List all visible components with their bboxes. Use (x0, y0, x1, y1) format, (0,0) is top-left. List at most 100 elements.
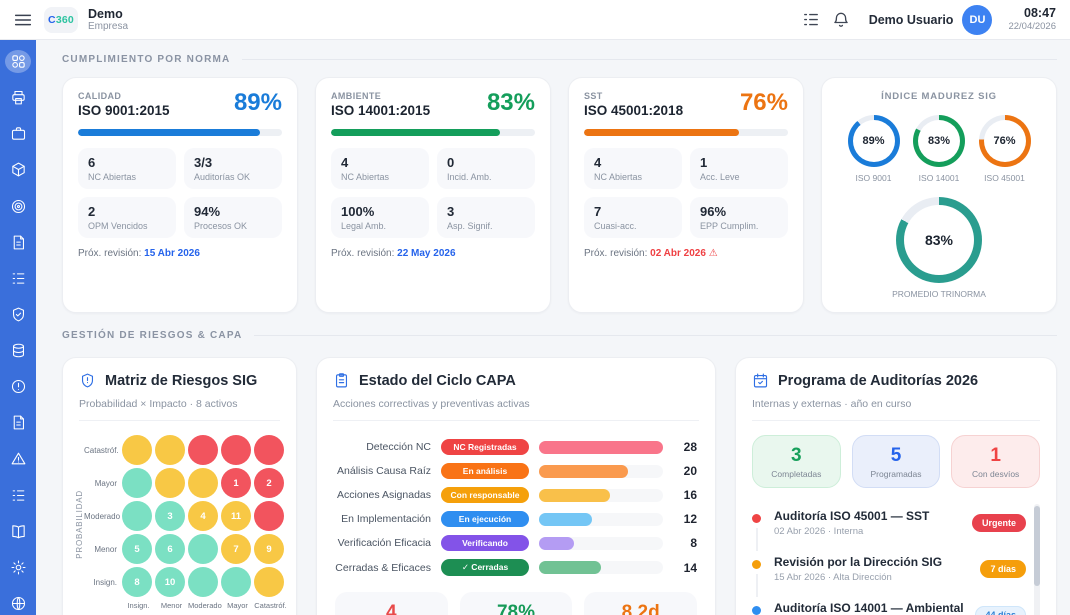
stat-label: OPM Vencidos (88, 221, 148, 231)
average-ring: 83% (896, 197, 982, 283)
sidebar-item-documents[interactable] (5, 231, 31, 254)
sidebar-item-briefcase[interactable] (5, 122, 31, 145)
matrix-cell (188, 567, 218, 597)
section-title: GESTIÓN DE RIESGOS & CAPA (62, 330, 243, 341)
stat-value: 100% (341, 204, 375, 219)
database-icon (10, 342, 27, 359)
compliance-icon (10, 306, 27, 323)
sidebar-item-objectives[interactable] (5, 195, 31, 218)
matrix-cell: 3 (155, 501, 185, 531)
capa-stat-value: 8.2d (621, 602, 660, 615)
sidebar-item-audits[interactable] (5, 484, 31, 507)
capa-stage-label: Verificación Eficacia (337, 537, 431, 549)
review-date-link[interactable]: 02 Abr 2026 ⚠ (650, 248, 718, 259)
norm-standard: ISO 45001:2018 (584, 103, 684, 118)
sidebar-item-compliance[interactable] (5, 303, 31, 326)
audit-list-item[interactable]: Auditoría ISO 14001 — Ambiental22 May 20… (752, 592, 1026, 615)
stat-value: 0 (447, 155, 455, 170)
timeline-line (755, 528, 758, 551)
capa-stage-label: Análisis Causa Raíz (337, 465, 431, 477)
scrollbar-thumb[interactable] (1034, 506, 1040, 586)
norm-percent: 89% (233, 89, 282, 116)
sidebar-item-organization[interactable] (5, 86, 31, 109)
capa-row: Detección NC NC Registradas 28 (335, 439, 697, 455)
stat-tile: 1 Acc. Leve (690, 148, 788, 189)
matrix-cell (254, 435, 284, 465)
ring-label: ISO 9001 (855, 173, 892, 183)
stat-tile: 2 OPM Vencidos (78, 197, 176, 238)
audits-icon (10, 487, 27, 504)
sidebar-item-web[interactable] (5, 592, 31, 615)
capa-stat-tile: 8.2dTiempo Prom. (584, 592, 698, 615)
sidebar-item-assets[interactable] (5, 158, 31, 181)
summary-label: Con desvíos (972, 469, 1020, 479)
user-name: Demo Usuario (868, 12, 954, 27)
sidebar-item-tasks[interactable] (5, 267, 31, 290)
matrix-col-label: Menor (160, 601, 183, 610)
company-subtitle: Empresa (88, 20, 129, 32)
date: 22/04/2026 (1008, 21, 1056, 33)
review-date-link[interactable]: 22 May 2026 (397, 248, 456, 259)
section-compliance-header: CUMPLIMIENTO POR NORMA (62, 54, 1057, 65)
company-name: Demo (88, 6, 123, 21)
matrix-row-label: Menor (94, 544, 117, 554)
matrix-cell: 10 (155, 567, 185, 597)
matrix-col-label: Moderado (188, 601, 222, 610)
divider (79, 420, 280, 421)
logo-text-c: C (48, 13, 56, 26)
audit-list-item[interactable]: Auditoría ISO 45001 — SST 02 Abr 2026 · I… (752, 500, 1026, 551)
tasks-icon[interactable] (801, 10, 821, 30)
norm-cards-row: CALIDAD ISO 9001:2015 89% 6 NC Abiertas 3/3 Au… (62, 77, 1057, 313)
bell-icon[interactable] (831, 10, 851, 30)
sidebar (0, 40, 36, 615)
summary-value: 3 (791, 445, 802, 466)
sidebar-item-reports[interactable] (5, 411, 31, 434)
progress-bar (584, 129, 788, 136)
norm-category: CALIDAD (78, 91, 122, 101)
capa-bar-fill (539, 440, 663, 454)
company-block: Demo Empresa (88, 7, 128, 33)
sidebar-item-dashboard[interactable] (5, 50, 31, 74)
sidebar-item-risks[interactable] (5, 447, 31, 470)
stat-value: 3/3 (194, 155, 213, 170)
matrix-cell: 7 (221, 534, 251, 564)
ring-value: 83% (927, 135, 951, 147)
capa-card: Estado del Ciclo CAPA Acciones correctiv… (316, 357, 716, 615)
donut-ring: 83% (913, 115, 965, 167)
sidebar-item-knowledge[interactable] (5, 520, 31, 543)
capa-row: En Implementación En ejecución 12 (335, 511, 697, 527)
stat-label: Acc. Leve (700, 172, 740, 182)
maturity-ring-iso-45001: 76% ISO 45001 (978, 115, 1031, 183)
menu-icon[interactable] (12, 9, 34, 31)
maturity-card: ÍNDICE MADUREZ SIG 89% ISO 9001 83% ISO 140… (821, 77, 1057, 313)
capa-value: 16 (683, 488, 697, 502)
maturity-title: ÍNDICE MADUREZ SIG (881, 91, 997, 102)
norm-category: AMBIENTE (331, 91, 382, 101)
matrix-cell (254, 501, 284, 531)
sidebar-item-settings[interactable] (5, 556, 31, 579)
capa-value: 28 (683, 440, 697, 454)
matrix-row: Moderado 3 4 11 (84, 501, 287, 531)
ring-value: 76% (993, 135, 1016, 147)
audit-title: Revisión por la Dirección SIG (774, 555, 943, 569)
user-menu[interactable]: Demo Usuario DU (868, 4, 993, 35)
sidebar-item-incidents[interactable] (5, 375, 31, 398)
sidebar-item-database[interactable] (5, 339, 31, 362)
audit-list-item[interactable]: Revisión por la Dirección SIG 15 Abr 2026… (752, 546, 1026, 597)
progress-fill (78, 129, 260, 136)
risk-matrix-card: Matriz de Riesgos SIG Probabilidad × Imp… (62, 357, 297, 615)
matrix-col-label: Insign. (127, 601, 150, 610)
scrollbar-track[interactable] (1034, 504, 1040, 615)
stat-tile: 96% EPP Cumplim. (690, 197, 788, 238)
stat-tile: 0 Incid. Amb. (437, 148, 535, 189)
card-title: Programa de Auditorías 2026 (778, 372, 979, 389)
audit-program-card: Programa de Auditorías 2026 Internas y e… (735, 357, 1057, 615)
stat-label: EPP Cumplim. (700, 221, 759, 231)
review-date-link[interactable]: 15 Abr 2026 (144, 248, 200, 259)
matrix-col-label: Catastróf. (254, 601, 287, 610)
capa-row: Cerradas & Eficaces ✓ Cerradas 14 (335, 559, 697, 576)
avatar: DU (962, 4, 993, 35)
matrix-row-label: Mayor (94, 478, 117, 488)
capa-stat-value: 4 (386, 602, 397, 615)
capa-status-badge: Con responsable (441, 487, 529, 503)
